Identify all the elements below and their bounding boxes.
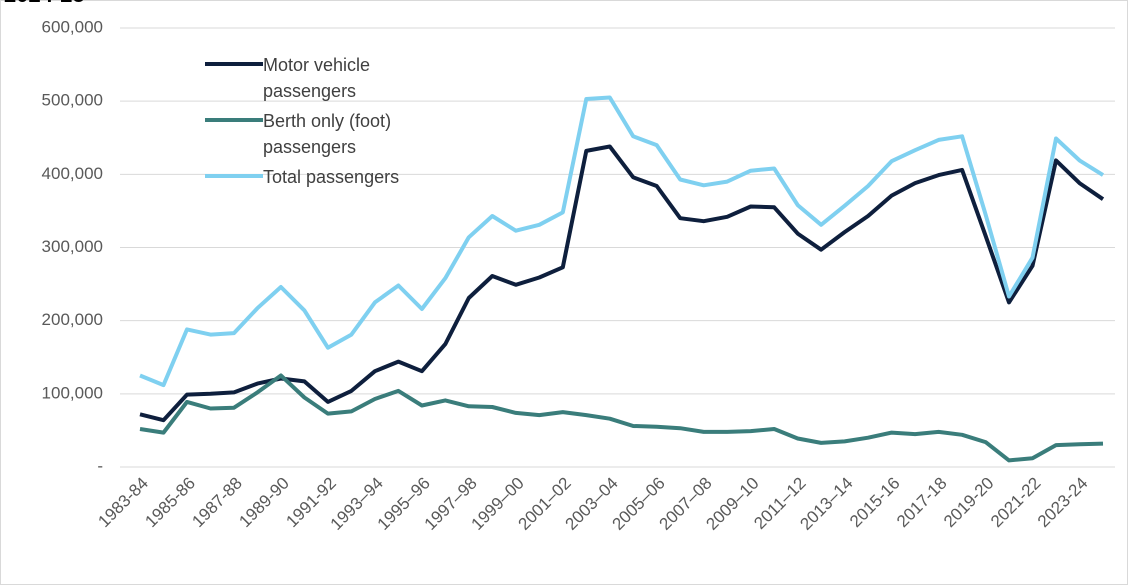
x-tick-label: 2019-20	[940, 474, 998, 532]
x-tick-label: 2009–10	[702, 474, 762, 534]
line	[139, 95, 1105, 388]
legend-item: Motor vehicle passengers	[205, 52, 453, 104]
legend-swatch	[205, 174, 263, 178]
x-tick-label: 2021-22	[987, 474, 1045, 532]
x-tick-label: 2017-18	[893, 474, 951, 532]
y-tick-label: 400,000	[42, 164, 103, 183]
y-tick-label: 100,000	[42, 383, 103, 402]
legend-label: Motor vehicle passengers	[263, 55, 371, 101]
y-tick-label: -	[97, 456, 103, 475]
x-tick-label: 1983-84	[94, 474, 152, 532]
x-tick-label: 2013–14	[796, 474, 856, 534]
legend-swatch	[205, 62, 263, 66]
y-tick-label: 200,000	[42, 310, 103, 329]
line	[139, 373, 1104, 463]
x-tick-label: 2015-16	[846, 474, 904, 532]
legend-item: Total passengers	[205, 164, 453, 190]
x-tick-label: 2023-24	[1034, 474, 1092, 532]
legend: Motor vehicle passengers Berth only (foot…	[205, 52, 453, 194]
chart-title: 2024-25	[4, 0, 85, 7]
x-tick-label: 1985-86	[141, 474, 199, 532]
y-tick-label: 500,000	[42, 91, 103, 110]
legend-item: Berth only (foot) passengers	[205, 108, 453, 160]
y-tick-label: 300,000	[42, 237, 103, 256]
legend-swatch	[205, 118, 263, 122]
x-tick-label: 1987-88	[188, 474, 246, 532]
x-tick-label: 1989-90	[235, 474, 293, 532]
y-tick-label: 600,000	[42, 17, 103, 36]
legend-label: Total passengers	[263, 167, 400, 187]
line	[139, 144, 1105, 423]
legend-label: Berth only (foot) passengers	[263, 111, 392, 157]
